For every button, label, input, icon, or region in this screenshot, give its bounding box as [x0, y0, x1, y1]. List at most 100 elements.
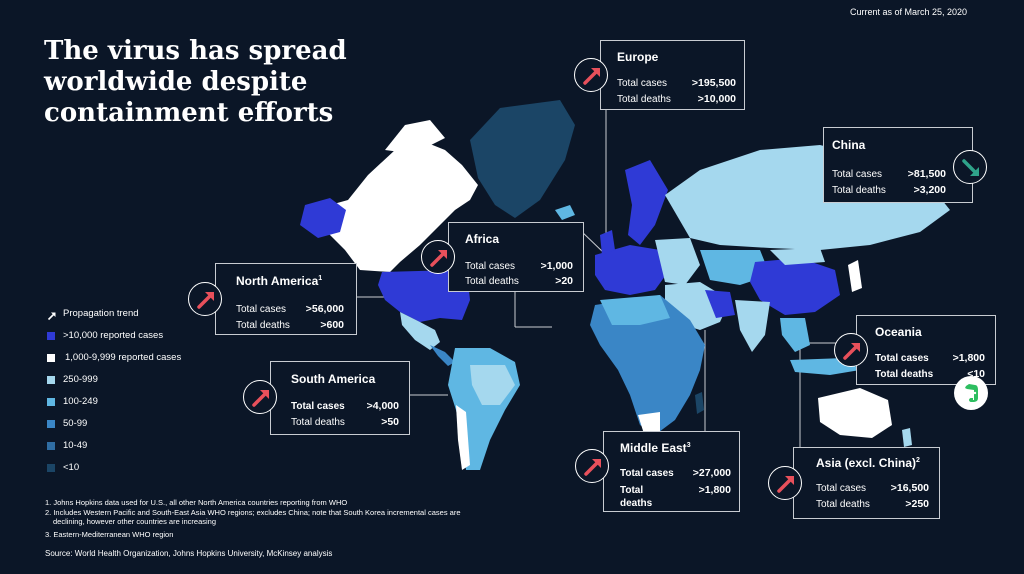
- deaths-label: Total deaths: [816, 499, 870, 510]
- legend-swatch: [47, 354, 55, 362]
- legend-item: >10,000 reported cases: [47, 330, 247, 344]
- legend-label: 100-249: [63, 396, 98, 407]
- arrow-up-right-icon: [575, 449, 609, 483]
- callout-south-america: South America Total cases >4,000 Total d…: [270, 361, 410, 435]
- canada-islands: [385, 120, 445, 152]
- legend-swatch: [47, 420, 55, 428]
- deaths-value: >20: [555, 275, 573, 287]
- arrow-down-right-icon: [953, 150, 987, 184]
- arrow-up-right-icon: [188, 282, 222, 316]
- legend-swatch: [47, 376, 55, 384]
- deaths-label: Total deaths: [832, 185, 886, 196]
- cases-value: >195,500: [691, 77, 736, 89]
- evernote-icon[interactable]: [954, 376, 988, 410]
- region-name: Asia (excl. China)2: [816, 456, 920, 470]
- deaths-label: Total deaths: [236, 320, 290, 331]
- japan: [848, 260, 862, 292]
- mexico: [400, 312, 440, 350]
- india: [735, 300, 770, 352]
- deaths-label-text: Total deaths: [875, 369, 934, 380]
- region-name-text: North America: [236, 274, 319, 288]
- deaths-value: >1,800: [698, 484, 731, 496]
- legend-label: >10,000 reported cases: [63, 330, 164, 341]
- new-zealand: [902, 428, 912, 447]
- region-name: Middle East3: [620, 441, 691, 455]
- madagascar: [695, 392, 704, 414]
- page-title: The virus has spread worldwide despite c…: [44, 36, 404, 129]
- legend-swatch: [47, 332, 55, 340]
- legend-item: <10: [47, 462, 247, 476]
- brazil: [470, 365, 515, 405]
- legend-label: <10: [63, 462, 80, 473]
- china: [750, 258, 840, 315]
- cases-label: Total cases: [617, 78, 668, 89]
- region-name: Europe: [617, 50, 659, 64]
- cases-value: >1,800: [952, 352, 985, 364]
- deaths-label: Total deaths: [620, 484, 652, 510]
- cases-label-text: Total cases: [291, 401, 345, 412]
- deaths-value: >3,200: [913, 184, 946, 196]
- alaska: [300, 198, 346, 238]
- legend-label: 10-49: [63, 440, 88, 451]
- cases-label: Total cases: [620, 468, 674, 479]
- deaths-label: Total deaths: [875, 369, 933, 380]
- arrow-up-right-icon: [574, 58, 608, 92]
- legend-item: 250-999: [47, 374, 247, 388]
- cases-label: Total cases: [832, 169, 883, 180]
- europe-west: [595, 245, 668, 295]
- europe-east: [655, 238, 700, 285]
- deaths-label: Total deaths: [617, 94, 671, 105]
- legend-item: 10-49: [47, 440, 247, 454]
- cases-value: >4,000: [366, 400, 399, 412]
- region-name: China: [832, 138, 866, 152]
- arrow-up-right-icon: [47, 308, 57, 326]
- footnote: 2. Includes Western Pacific and South-Ea…: [45, 507, 461, 517]
- title-line: The virus has spread: [44, 36, 347, 66]
- legend-swatch: [47, 464, 55, 472]
- region-name: North America1: [236, 274, 322, 288]
- footnote-ref: 3: [686, 442, 691, 449]
- callout-china: China Total cases >81,500 Total deaths >…: [823, 127, 973, 203]
- cases-label: Total cases: [236, 304, 287, 315]
- deaths-value: >250: [905, 498, 929, 510]
- callout-north-america: North America1 Total cases >56,000 Total…: [215, 263, 357, 335]
- north-africa: [600, 295, 670, 325]
- africa: [590, 295, 705, 435]
- callout-africa: Africa Total cases >1,000 Total deaths >…: [448, 222, 584, 292]
- footnote-ref: 1: [318, 275, 323, 282]
- date-note: Current as of March 25, 2020: [850, 7, 968, 17]
- cases-label-text: Total cases: [875, 353, 929, 364]
- cases-value: >81,500: [907, 168, 946, 180]
- cases-label: Total cases: [816, 483, 867, 494]
- cases-value: >27,000: [692, 467, 731, 479]
- deaths-value: >50: [381, 416, 399, 428]
- footnote: 3. Eastern-Mediterranean WHO region: [45, 529, 174, 539]
- iceland: [555, 205, 575, 220]
- footnote: 1. Johns Hopkins data used for U.S., all…: [45, 498, 348, 507]
- legend-item: 100-249: [47, 396, 247, 410]
- arrow-up-right-icon: [243, 380, 277, 414]
- cases-value: >16,500: [890, 482, 929, 494]
- cases-value: >56,000: [305, 303, 344, 315]
- legend-label: 250-999: [63, 374, 98, 385]
- legend-item: 50-99: [47, 418, 247, 432]
- callout-oceania: Oceania Total cases >1,800 Total deaths …: [856, 315, 996, 385]
- canada: [315, 140, 478, 272]
- deaths-value: >10,000: [697, 93, 736, 105]
- deaths-value: >600: [320, 319, 344, 331]
- southeast-asia: [780, 318, 810, 352]
- region-name-text: Middle East: [620, 441, 687, 455]
- callout-middle-east: Middle East3 Total cases >27,000 Total de…: [603, 431, 740, 512]
- cases-label: Total cases: [465, 261, 516, 272]
- arrow-up-right-icon: [834, 333, 868, 367]
- iran: [705, 290, 735, 318]
- arrow-up-right-icon: [421, 240, 455, 274]
- region-name: South America: [291, 372, 376, 386]
- legend-trend: Propagation trend: [47, 308, 247, 322]
- footnote-ref: 2: [916, 457, 920, 464]
- cases-label-text: Total cases: [620, 468, 674, 479]
- deaths-label: Total deaths: [291, 417, 345, 428]
- greenland: [470, 100, 575, 218]
- deaths-label-line: deaths: [620, 498, 653, 509]
